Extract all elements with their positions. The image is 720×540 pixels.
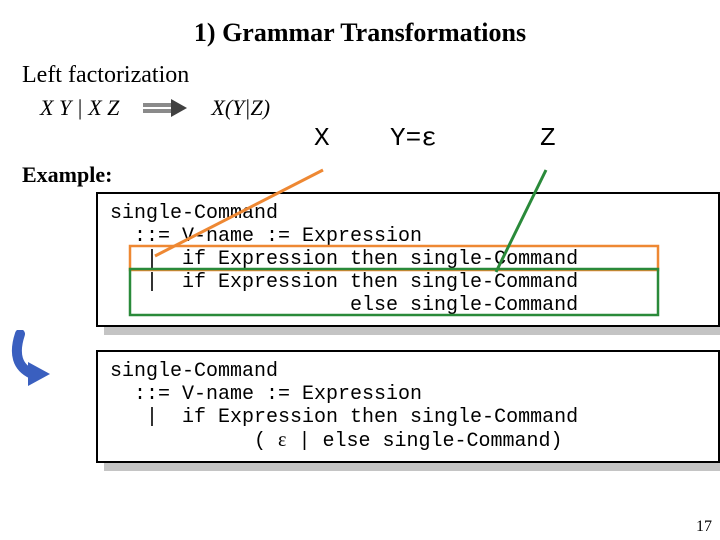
code-box-1: single-Command ::= V-name := Expression … [96, 192, 720, 327]
code-line: ::= V-name := Expression [110, 383, 422, 406]
annotation-row: X Y=ε Z [0, 123, 720, 159]
annot-x: X [314, 123, 330, 153]
code-line: single-Command [110, 360, 278, 383]
annot-y: Y=ε [390, 123, 437, 153]
section-subtitle: Left factorization [0, 48, 720, 93]
transformation-rule: X Y | X Z X(Y|Z) [0, 93, 720, 123]
page-title: 1) Grammar Transformations [0, 0, 720, 48]
rule-right: X(Y|Z) [211, 95, 270, 121]
code-box-2: single-Command ::= V-name := Expression … [96, 350, 720, 463]
code-content-1: single-Command ::= V-name := Expression … [96, 192, 720, 327]
code-line: single-Command [110, 202, 278, 225]
code-line: ( ε | else single-Command) [110, 430, 562, 453]
example-label: Example: [22, 162, 112, 188]
transform-arrow-icon [6, 330, 54, 395]
code-line: else single-Command [110, 294, 578, 317]
code-line: | if Expression then single-Command [110, 271, 578, 294]
code-line: | if Expression then single-Command [110, 248, 578, 271]
annot-z: Z [540, 123, 556, 153]
code-content-2: single-Command ::= V-name := Expression … [96, 350, 720, 463]
code-line: ::= V-name := Expression [110, 225, 422, 248]
rule-left: X Y | X Z [40, 95, 119, 121]
page-number: 17 [696, 518, 712, 536]
code-line: | if Expression then single-Command [110, 406, 578, 429]
implies-arrow-icon [143, 99, 187, 117]
